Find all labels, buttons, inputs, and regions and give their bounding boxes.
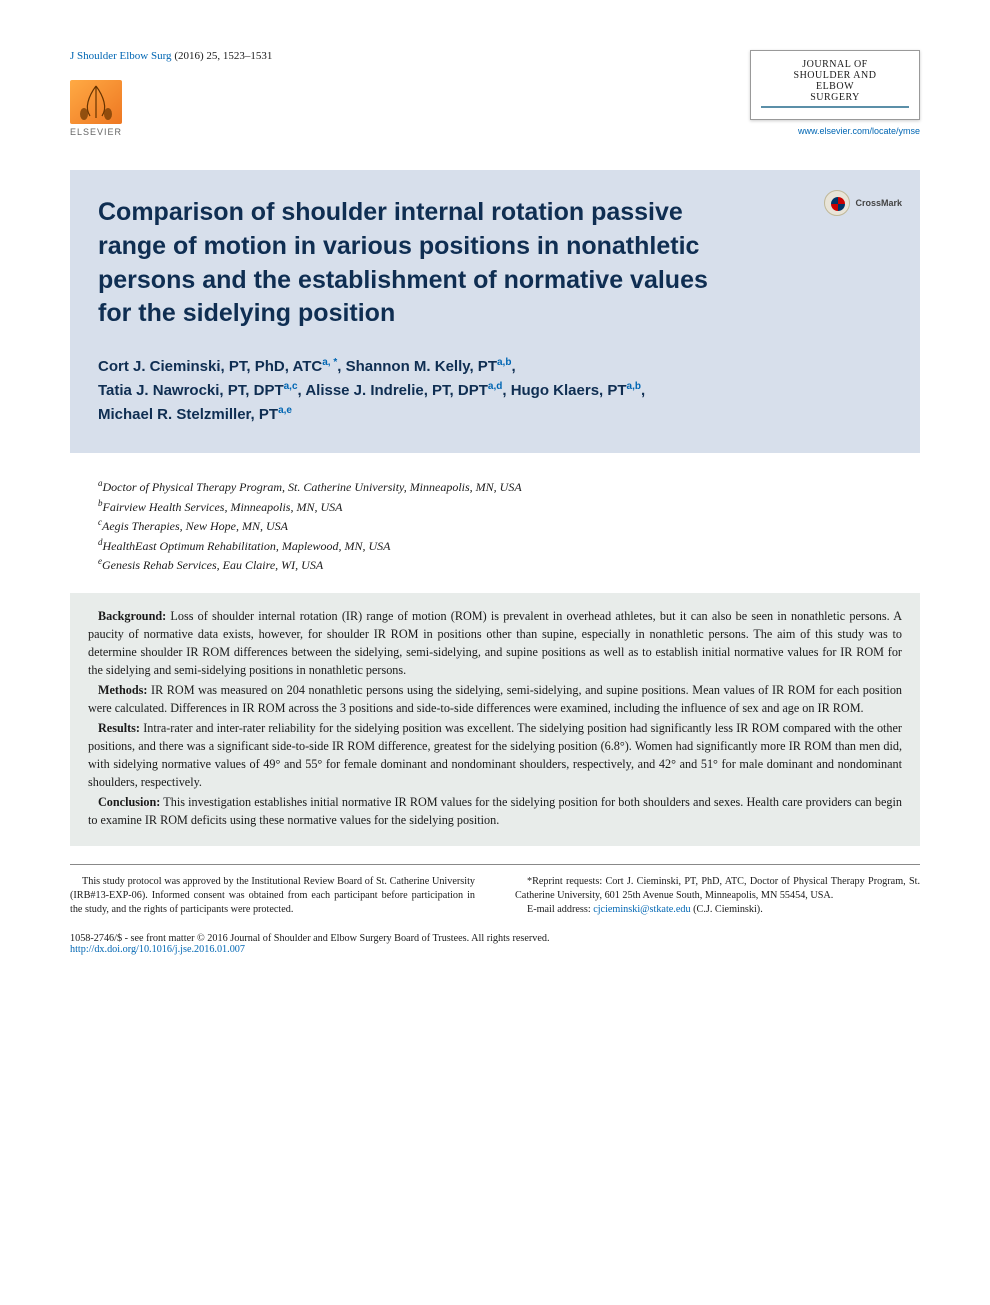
copyright-block: 1058-2746/$ - see front matter © 2016 Jo… bbox=[70, 933, 920, 955]
email-line: E-mail address: cjcieminski@stkate.edu (… bbox=[515, 903, 920, 917]
affiliations: aDoctor of Physical Therapy Program, St.… bbox=[70, 477, 920, 575]
page-header: J Shoulder Elbow Surg (2016) 25, 1523–15… bbox=[70, 50, 920, 140]
author: Michael R. Stelzmiller, PTa,e bbox=[98, 406, 292, 423]
journal-line4: SURGERY bbox=[761, 92, 909, 103]
copyright-line: 1058-2746/$ - see front matter © 2016 Jo… bbox=[70, 933, 920, 944]
affiliation: cAegis Therapies, New Hope, MN, USA bbox=[98, 516, 892, 536]
citation-volpages: (2016) 25, 1523–1531 bbox=[174, 50, 272, 62]
footnotes: This study protocol was approved by the … bbox=[70, 875, 920, 918]
author: Tatia J. Nawrocki, PT, DPTa,c bbox=[98, 382, 298, 399]
journal-line2: SHOULDER AND bbox=[761, 70, 909, 81]
header-left: J Shoulder Elbow Surg (2016) 25, 1523–15… bbox=[70, 50, 750, 140]
abstract-conclusion: Conclusion: This investigation establish… bbox=[88, 793, 902, 829]
journal-box: JOURNAL OF SHOULDER AND ELBOW SURGERY ww… bbox=[750, 50, 920, 136]
journal-divider bbox=[761, 106, 909, 108]
authors-block: Cort J. Cieminski, PT, PhD, ATCa, *, Sha… bbox=[98, 355, 892, 427]
footer-rule bbox=[70, 864, 920, 865]
affiliation: aDoctor of Physical Therapy Program, St.… bbox=[98, 477, 892, 497]
title-section: CrossMark Comparison of shoulder interna… bbox=[70, 170, 920, 453]
elsevier-text: ELSEVIER bbox=[70, 127, 122, 137]
email-link[interactable]: cjcieminski@stkate.edu bbox=[593, 904, 690, 915]
abstract-background: Background: Loss of shoulder internal ro… bbox=[88, 607, 902, 679]
footnote-left: This study protocol was approved by the … bbox=[70, 875, 475, 918]
crossmark-badge[interactable]: CrossMark bbox=[824, 190, 902, 216]
affiliation: bFairview Health Services, Minneapolis, … bbox=[98, 497, 892, 517]
journal-line3: ELBOW bbox=[761, 81, 909, 92]
elsevier-logo[interactable]: ELSEVIER bbox=[70, 80, 122, 138]
author: Alisse J. Indrelie, PT, DPTa,d bbox=[305, 382, 502, 399]
abstract-methods: Methods: IR ROM was measured on 204 nona… bbox=[88, 681, 902, 717]
crossmark-label: CrossMark bbox=[855, 198, 902, 208]
author: Hugo Klaers, PTa,b bbox=[511, 382, 641, 399]
elsevier-tree-icon bbox=[70, 80, 122, 124]
reprint-requests: *Reprint requests: Cort J. Cieminski, PT… bbox=[515, 875, 920, 904]
affiliation: dHealthEast Optimum Rehabilitation, Mapl… bbox=[98, 536, 892, 556]
doi-link[interactable]: http://dx.doi.org/10.1016/j.jse.2016.01.… bbox=[70, 944, 920, 955]
journal-line1: JOURNAL OF bbox=[761, 59, 909, 70]
citation-line: J Shoulder Elbow Surg (2016) 25, 1523–15… bbox=[70, 50, 750, 62]
irb-note: This study protocol was approved by the … bbox=[70, 875, 475, 918]
citation-journal[interactable]: J Shoulder Elbow Surg bbox=[70, 50, 172, 62]
article-title: Comparison of shoulder internal rotation… bbox=[98, 196, 738, 331]
abstract-box: Background: Loss of shoulder internal ro… bbox=[70, 593, 920, 846]
journal-name-box: JOURNAL OF SHOULDER AND ELBOW SURGERY bbox=[750, 50, 920, 120]
affiliation: eGenesis Rehab Services, Eau Claire, WI,… bbox=[98, 555, 892, 575]
footnote-right: *Reprint requests: Cort J. Cieminski, PT… bbox=[515, 875, 920, 918]
crossmark-icon bbox=[824, 190, 850, 216]
journal-url[interactable]: www.elsevier.com/locate/ymse bbox=[750, 126, 920, 136]
author: Shannon M. Kelly, PTa,b bbox=[346, 358, 512, 375]
abstract-results: Results: Intra-rater and inter-rater rel… bbox=[88, 719, 902, 791]
author: Cort J. Cieminski, PT, PhD, ATCa, * bbox=[98, 358, 337, 375]
